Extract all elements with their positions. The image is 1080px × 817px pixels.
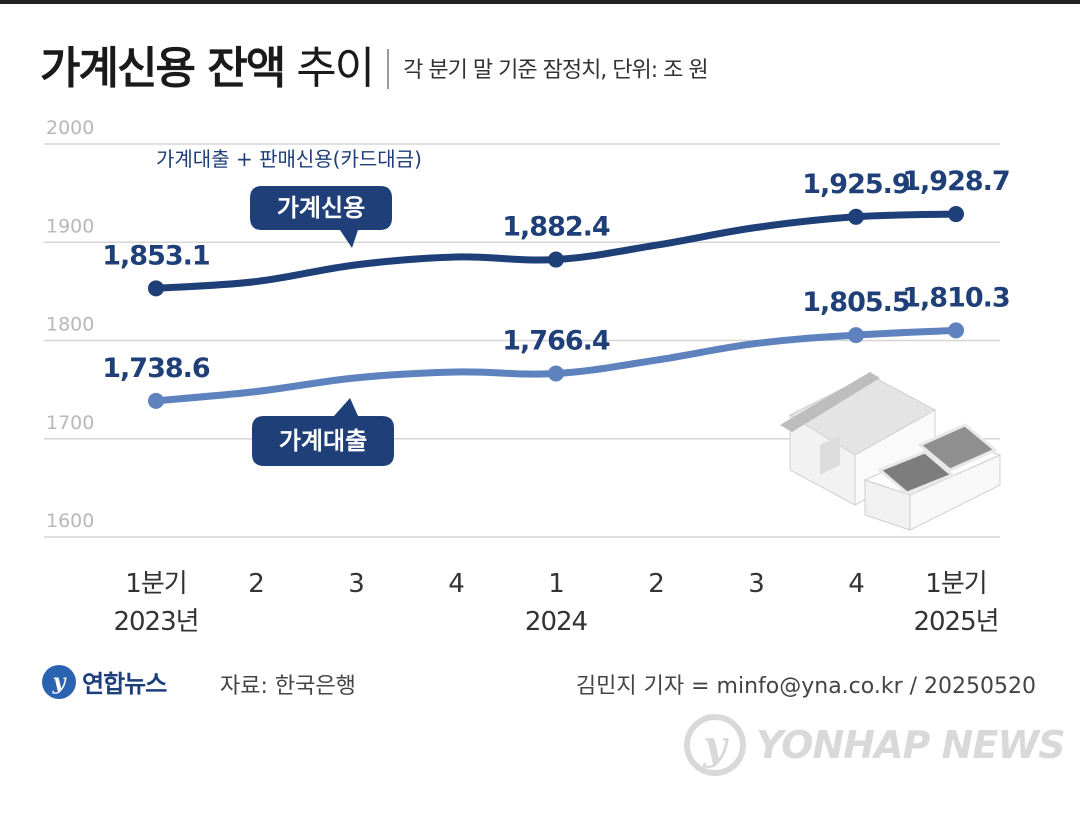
credit-text: 김민지 기자 = minfo@yna.co.kr / 20250520	[575, 674, 1036, 699]
x-tick-label: 2	[648, 569, 664, 599]
legend-label-loan: 가계대출	[279, 427, 367, 455]
yonhap-logo: y 연합뉴스	[42, 664, 167, 699]
y-tick-label: 2000	[46, 117, 94, 139]
top-border	[0, 0, 1080, 4]
x-tick-label: 3	[748, 569, 764, 599]
data-point-marker	[848, 208, 864, 225]
x-tick-label: 2	[248, 569, 264, 599]
x-tick-label: 2025년	[913, 607, 998, 637]
data-label: 1,738.6	[102, 353, 210, 384]
x-tick-label: 1	[548, 569, 564, 599]
data-label: 1,766.4	[502, 326, 610, 357]
house-illustration	[780, 372, 1002, 531]
source-text: 자료: 한국은행	[220, 674, 356, 699]
x-axis-ticks: 1분기 2023년 2 3 4 1 2024 2 3 4 1분기 2025년	[113, 569, 999, 637]
subtitle-text: 가계대출 + 판매신용(카드대금)	[156, 147, 422, 171]
title-divider	[387, 49, 390, 89]
x-tick-label: 3	[348, 569, 364, 599]
x-tick-label: 1분기	[125, 569, 186, 599]
data-point-marker	[548, 365, 564, 382]
chart-header: 가계신용 잔액 추이 각 분기 말 기준 잠정치, 단위: 조 원	[40, 32, 709, 96]
grid-lines	[44, 143, 1000, 538]
data-point-marker	[948, 206, 964, 223]
y-tick-label: 1600	[46, 510, 94, 532]
y-axis-ticks: 1600 1700 1800 1900 2000	[46, 117, 94, 532]
y-tick-label: 1900	[46, 215, 94, 237]
chart-subtitle: 가계대출 + 판매신용(카드대금)	[156, 147, 422, 171]
x-tick-label: 2023년	[113, 607, 198, 637]
data-label: 1,810.3	[902, 282, 1009, 313]
data-label: 1,805.5	[802, 287, 909, 318]
x-tick-label: 1분기	[925, 569, 986, 599]
legend-label-credit: 가계신용	[277, 194, 365, 222]
data-label: 1,928.7	[902, 166, 1009, 197]
yonhap-watermark: y YONHAP NEWS	[684, 714, 1066, 776]
data-point-marker	[848, 327, 864, 344]
data-point-marker	[548, 251, 564, 268]
x-tick-label: 4	[848, 569, 864, 599]
data-label: 1,882.4	[502, 212, 610, 243]
data-point-marker	[948, 322, 964, 339]
legend-callout-loan: 가계대출	[252, 398, 394, 466]
data-point-marker	[148, 392, 164, 409]
x-tick-label: 4	[448, 569, 464, 599]
y-tick-label: 1700	[46, 412, 94, 434]
legend-callout-credit: 가계신용	[250, 186, 392, 248]
chart-title: 가계신용 잔액	[40, 43, 286, 94]
point-labels: 1,853.1 1,882.4 1,925.91,928.7 1,738.6 1,766…	[102, 166, 1010, 384]
data-label: 1,853.1	[102, 240, 209, 271]
y-tick-label: 1800	[46, 314, 94, 336]
data-point-marker	[148, 280, 164, 297]
yonhap-logo-icon: y	[42, 664, 76, 699]
watermark-text: YONHAP NEWS	[756, 723, 1066, 767]
watermark-logo-icon: y	[684, 714, 746, 776]
x-tick-label: 2024	[525, 607, 588, 637]
chart-note: 각 분기 말 기준 잠정치, 단위: 조 원	[403, 58, 708, 83]
yonhap-logo-text: 연합뉴스	[82, 670, 167, 698]
data-label: 1,925.9	[802, 169, 910, 200]
series-lines	[148, 206, 964, 409]
chart-title-light: 추이	[296, 43, 375, 94]
